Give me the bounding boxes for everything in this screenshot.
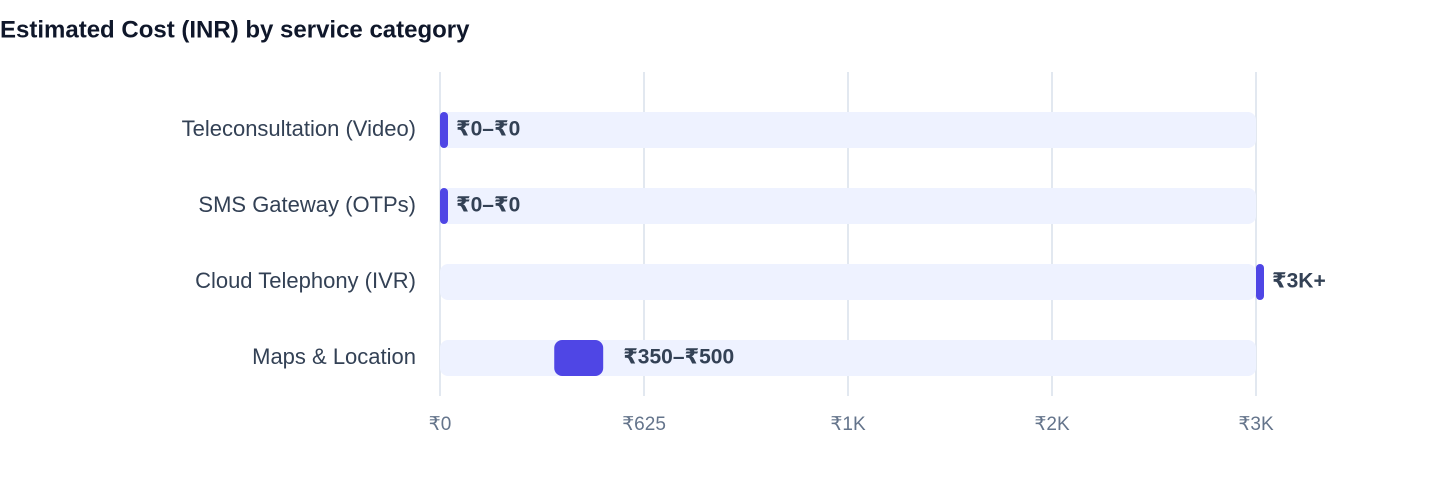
value-label: ₹0–₹0	[456, 118, 520, 141]
category-label: Maps & Location	[252, 344, 416, 369]
x-tick-label: ₹0	[429, 414, 452, 435]
value-label: ₹0–₹0	[456, 194, 520, 217]
x-tick-label: ₹1K	[830, 414, 866, 435]
x-tick-label: ₹625	[622, 414, 666, 435]
track	[440, 264, 1256, 300]
track	[440, 188, 1256, 224]
bar	[1256, 264, 1264, 300]
bar	[554, 340, 604, 376]
track	[440, 340, 1256, 376]
bar	[440, 112, 448, 148]
track	[440, 112, 1256, 148]
category-label: SMS Gateway (OTPs)	[198, 192, 416, 217]
category-label: Cloud Telephony (IVR)	[195, 268, 416, 293]
bar	[440, 188, 448, 224]
value-label: ₹3K+	[1272, 270, 1326, 293]
category-label: Teleconsultation (Video)	[182, 116, 416, 141]
x-tick-label: ₹3K	[1238, 414, 1274, 435]
chart-title: Estimated Cost (INR) by service category	[0, 16, 470, 43]
x-tick-label: ₹2K	[1034, 414, 1070, 435]
value-label: ₹350–₹500	[623, 346, 734, 369]
